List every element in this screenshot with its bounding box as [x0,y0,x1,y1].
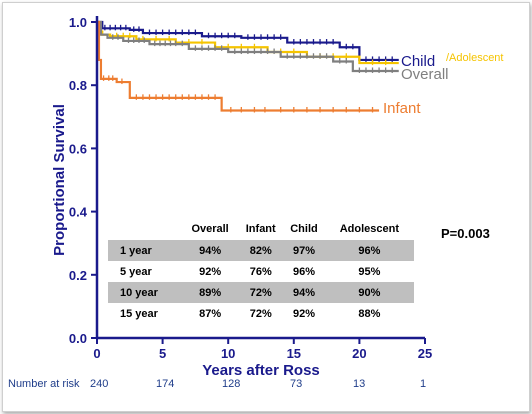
table-cell: 10 year [108,282,182,303]
table-cell: 88% [324,303,414,324]
y-axis-label: Proportional Survival [51,104,68,256]
risk-count: 73 [290,378,303,390]
legend-label-adolescent: /Adolescent [446,52,503,64]
table-cell: 96% [324,240,414,261]
risk-count: 1 [420,378,427,390]
x-tick-label: 0 [93,346,100,361]
table-row: 10 year 89% 72% 94% 90% [108,282,414,303]
table-cell: 82% [238,240,284,261]
table-header-cell: Adolescent [339,223,399,235]
series-line-3 [97,20,380,112]
table-row: 5 year 92% 76% 96% 95% [108,261,414,282]
table-cell: 72% [238,282,284,303]
x-tick-label: 20 [352,346,366,361]
series-line-2 [97,20,399,73]
table-cell: 92% [182,261,239,282]
legend-label-infant: Infant [383,100,421,117]
table-cell: 95% [324,261,414,282]
table-cell: 15 year [108,303,182,324]
x-tick-label: 15 [287,346,301,361]
table-cell: 72% [238,303,284,324]
y-tick-label: 0.4 [69,205,88,220]
table-cell: 94% [182,240,239,261]
table-cell: 97% [283,240,325,261]
x-tick-label: 10 [221,346,235,361]
risk-count: 240 [90,378,109,390]
x-tick-label: 25 [418,346,432,361]
risk-count: 128 [222,378,241,390]
y-tick-label: 0.8 [69,78,87,93]
table-cell: 92% [283,303,325,324]
table-header-row: Overall Infant Child Adolescent [108,218,414,240]
table-cell: 89% [182,282,239,303]
table-cell: 5 year [108,261,182,282]
table-cell: 94% [283,282,325,303]
y-tick-label: 0.6 [69,141,87,156]
table-header-cell [108,218,182,240]
table-header-cell: Overall [191,223,229,235]
number-at-risk-row: Number at risk 240 174 128 73 13 1 [0,375,532,395]
legend-label-overall: Overall [401,66,449,83]
number-at-risk-label: Number at risk [8,378,80,390]
table-cell: 1 year [108,240,182,261]
table-header-cell: Child [290,223,318,235]
survival-table: Overall Infant Child Adolescent 1 year 9… [108,218,414,324]
table-row: 15 year 87% 72% 92% 88% [108,303,414,324]
table-row: 1 year 94% 82% 97% 96% [108,240,414,261]
table-header-cell: Infant [245,223,276,235]
risk-count: 174 [156,378,175,390]
table-cell: 90% [324,282,414,303]
table-cell: 87% [182,303,239,324]
y-tick-label: 1.0 [69,15,87,30]
risk-count: 13 [353,378,366,390]
y-tick-label: 0.0 [69,331,87,346]
p-value-label: P=0.003 [441,226,490,241]
x-axis-label: Years after Ross [202,362,320,379]
x-tick-label: 5 [159,346,166,361]
legend-label-child: Child [401,53,435,70]
table-cell: 76% [238,261,284,282]
table-cell: 96% [283,261,325,282]
y-tick-label: 0.2 [69,268,87,283]
